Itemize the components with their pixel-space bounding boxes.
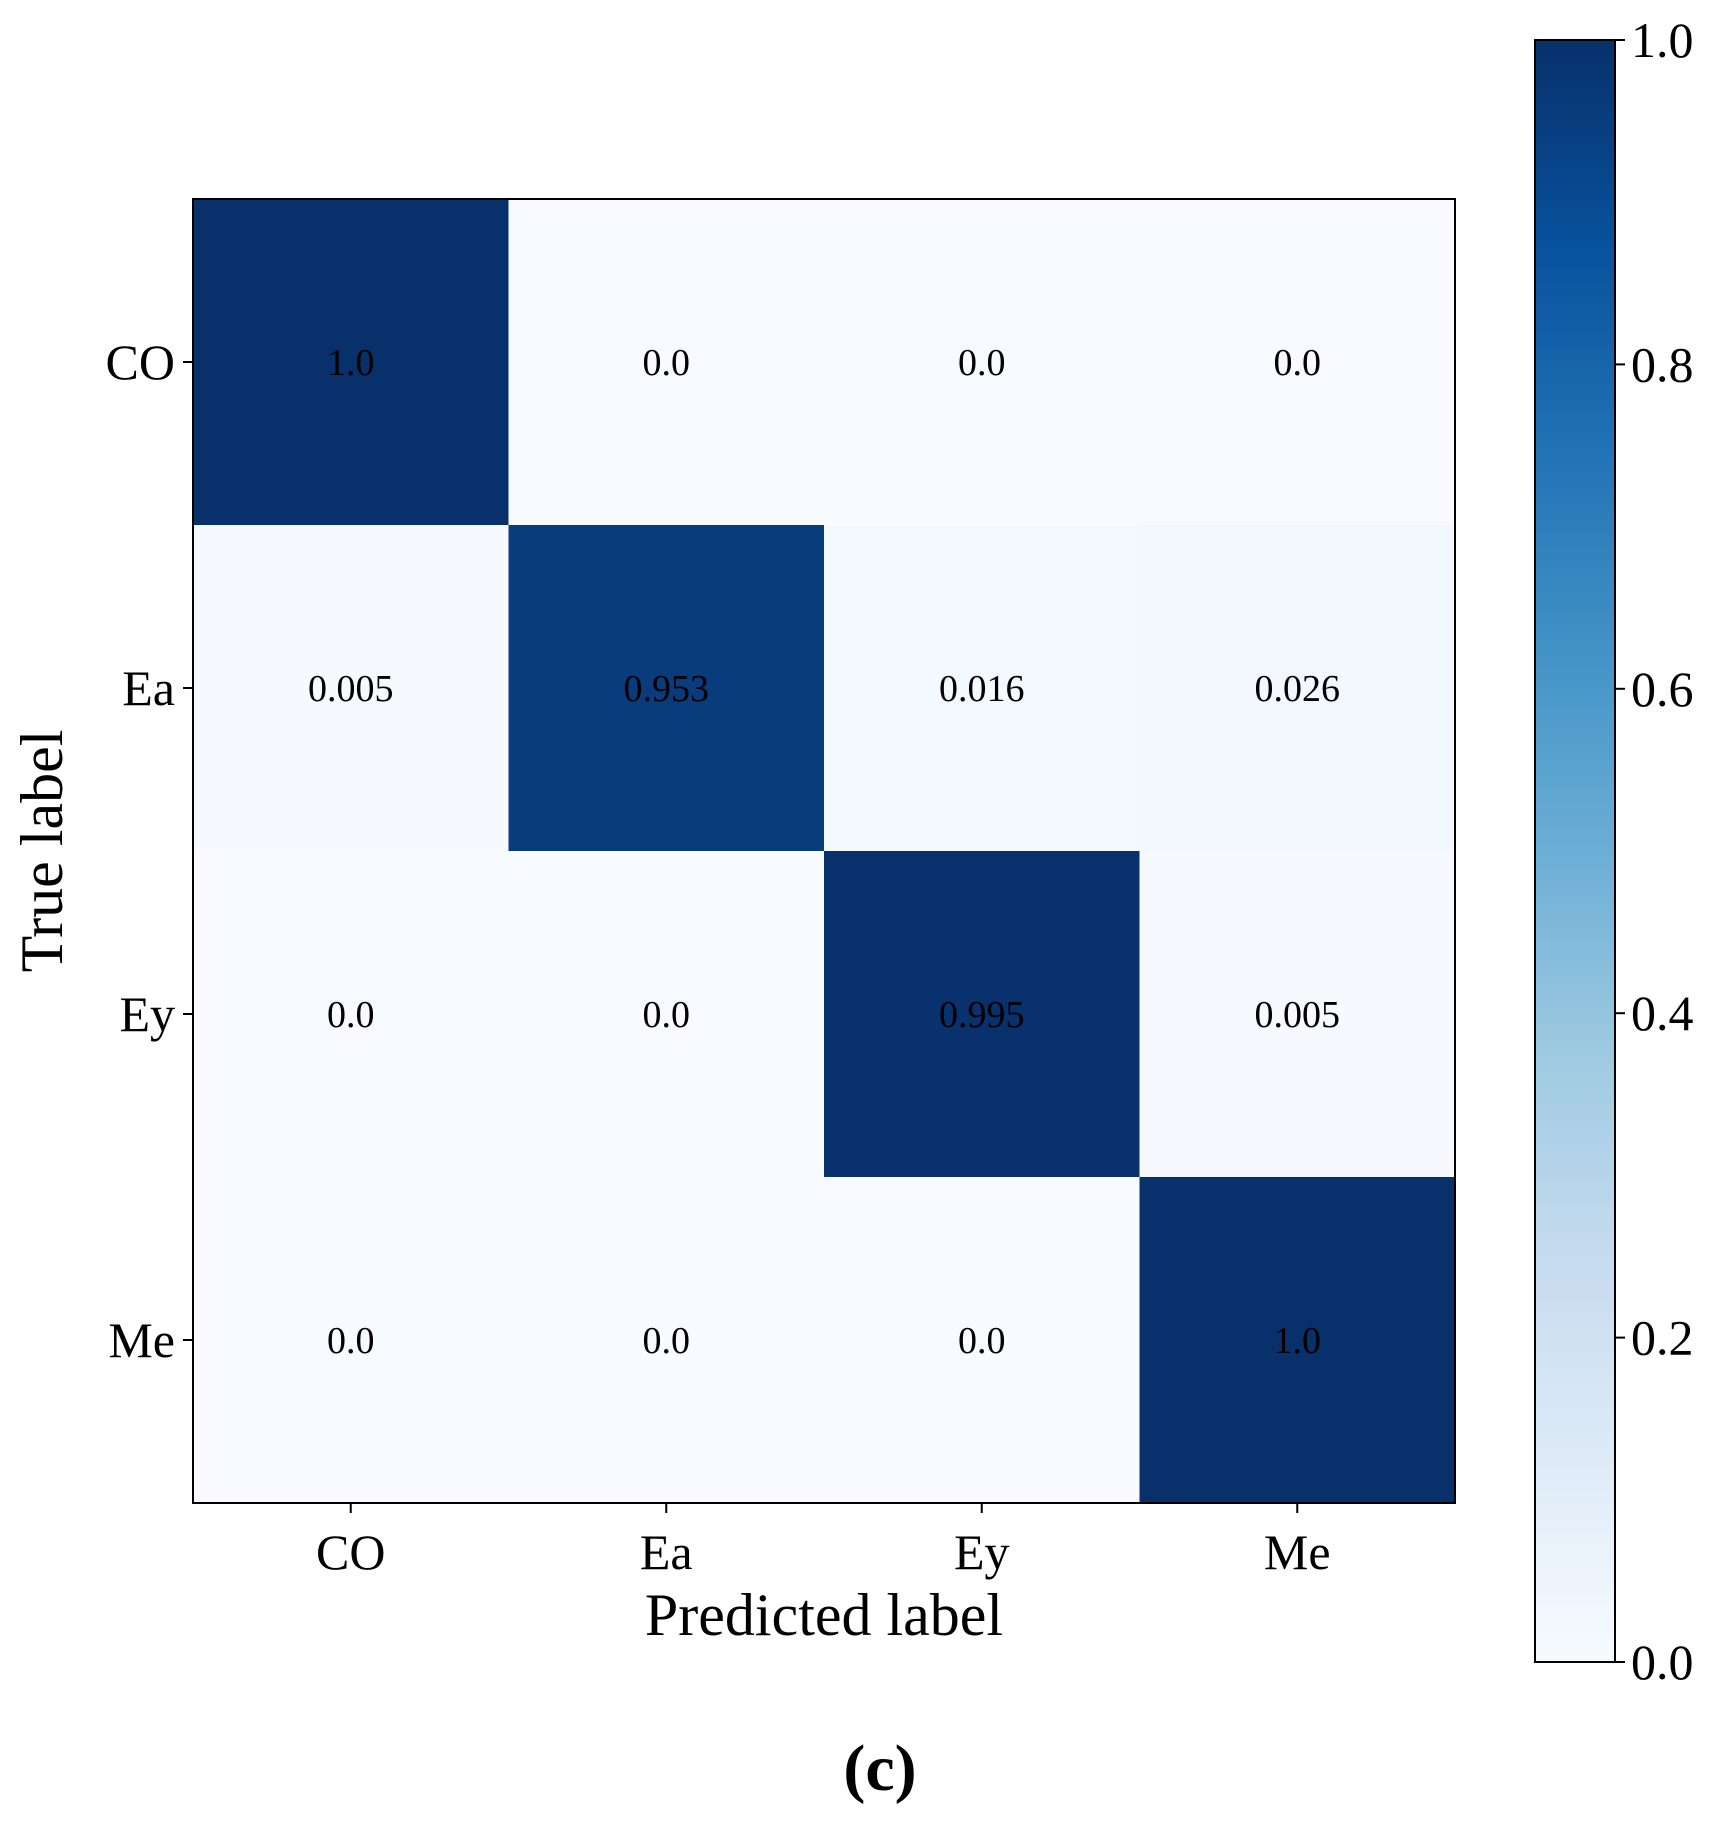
x-tick-label-1: Ea (640, 1524, 693, 1580)
cell-value-2-0: 0.0 (327, 994, 375, 1036)
colorbar-tick-label-2: 0.4 (1631, 985, 1694, 1041)
cell-value-1-1: 0.953 (624, 668, 710, 710)
heatmap-cell-2-1 (508, 851, 825, 1178)
cell-value-2-1: 0.0 (643, 994, 691, 1036)
colorbar-ticks: 0.0 0.2 0.4 0.6 0.8 1.0 (1615, 12, 1694, 1690)
colorbar-tick-label-1: 0.2 (1631, 1310, 1694, 1366)
y-axis-title: True label (9, 730, 75, 973)
cell-value-0-2: 0.0 (958, 342, 1006, 384)
heatmap-cell-2-0 (193, 851, 509, 1178)
heatmap-cell-2-2 (824, 851, 1140, 1178)
cell-value-1-0: 0.005 (308, 668, 394, 710)
heatmap-cell-3-0 (193, 1177, 509, 1504)
x-tick-label-0: CO (316, 1524, 385, 1580)
y-axis-ticks: CO Ea Ey Me (106, 334, 193, 1368)
cell-value-0-0: 1.0 (327, 342, 375, 384)
cell-value-3-0: 0.0 (327, 1320, 375, 1362)
y-tick-label-2: Ey (119, 986, 175, 1042)
cell-value-3-2: 0.0 (958, 1320, 1006, 1362)
cell-value-1-3: 0.026 (1255, 668, 1341, 710)
heatmap-cells (193, 199, 1456, 1504)
colorbar-tick-label-3: 0.6 (1631, 661, 1694, 717)
colorbar-tick-label-4: 0.8 (1631, 336, 1694, 392)
heatmap-cell-3-2 (824, 1177, 1140, 1504)
y-tick-label-3: Me (108, 1312, 175, 1368)
heatmap-cell-0-1 (508, 199, 825, 526)
heatmap-cell-1-1 (508, 525, 825, 852)
heatmap-cell-2-3 (1139, 851, 1456, 1178)
cell-labels: 1.0 0.0 0.0 0.0 0.005 0.953 0.016 0.026 0.0 0.0 0.… (308, 342, 1340, 1362)
cell-value-1-2: 0.016 (939, 668, 1025, 710)
cell-value-3-1: 0.0 (643, 1320, 691, 1362)
heatmap-cell-3-1 (508, 1177, 825, 1504)
colorbar-tick-label-0: 0.0 (1631, 1634, 1694, 1690)
cell-value-2-3: 0.005 (1255, 994, 1341, 1036)
heatmap-cell-1-3 (1139, 525, 1456, 852)
colorbar-tick-label-5: 1.0 (1631, 12, 1694, 68)
x-tick-label-2: Ey (954, 1524, 1010, 1580)
cell-value-0-3: 0.0 (1274, 342, 1322, 384)
heatmap-cell-0-0 (193, 199, 509, 526)
heatmap-cell-1-0 (193, 525, 509, 852)
heatmap-cell-3-3 (1139, 1177, 1456, 1504)
y-tick-label-1: Ea (122, 660, 175, 716)
y-tick-label-0: CO (106, 334, 175, 390)
x-axis-ticks: CO Ea Ey Me (316, 1503, 1331, 1580)
cell-value-2-2: 0.995 (939, 994, 1025, 1036)
heatmap-cell-0-3 (1139, 199, 1456, 526)
x-axis-title: Predicted label (645, 1582, 1003, 1648)
cell-value-3-3: 1.0 (1274, 1320, 1322, 1362)
plot-frame (192, 198, 1456, 1504)
heatmap-cell-0-2 (824, 199, 1140, 526)
panel-label: (c) (843, 1732, 916, 1805)
colorbar (1534, 39, 1616, 1663)
cell-value-0-1: 0.0 (643, 342, 691, 384)
x-tick-label-3: Me (1264, 1524, 1331, 1580)
heatmap-cell-1-2 (824, 525, 1140, 852)
